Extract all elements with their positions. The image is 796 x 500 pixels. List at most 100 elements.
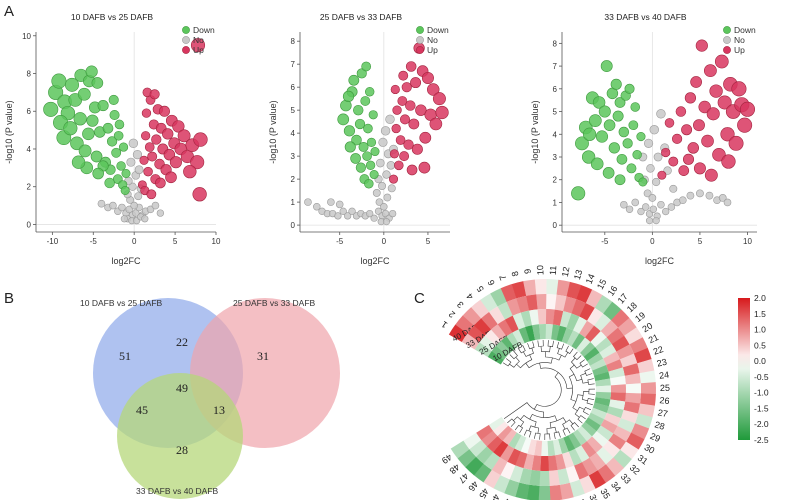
heatmap-column-label: 15	[595, 277, 609, 291]
point-no	[134, 192, 143, 201]
heatmap-cell	[455, 315, 475, 334]
heatmap-cell	[571, 333, 586, 350]
heatmap-cell	[604, 412, 621, 427]
point-no	[620, 200, 628, 209]
colorbar-tick-label: -2.5	[754, 435, 769, 445]
heatmap-cell	[549, 484, 563, 500]
dendrogram-branch	[547, 340, 554, 348]
point-up	[169, 156, 182, 169]
dendrogram-branch	[562, 419, 574, 430]
heatmap-cell	[589, 452, 606, 471]
point-down	[356, 68, 367, 79]
point-no	[378, 182, 387, 191]
heatmap-cell	[448, 324, 468, 342]
heatmap-cell	[599, 344, 617, 359]
point-up	[681, 124, 693, 136]
heatmap-cell	[488, 416, 505, 431]
heatmap-column-label: 12	[560, 266, 572, 278]
heatmap-cell	[515, 482, 530, 500]
x-tick-label: 5	[426, 237, 431, 246]
heatmap-cell	[638, 403, 655, 418]
heatmap-cell	[548, 455, 558, 471]
point-down	[111, 147, 122, 158]
point-down	[51, 73, 67, 89]
heatmap-cell	[606, 406, 624, 419]
heatmap-cell	[487, 350, 504, 365]
point-up	[149, 89, 160, 100]
venn-diagram: 10 DAFB vs 25 DAFB 25 DAFB vs 33 DAFB 33…	[80, 298, 340, 499]
venn-count-10-only: 51	[119, 349, 131, 363]
heatmap-cell	[457, 449, 477, 468]
heatmap-cell	[640, 382, 656, 395]
heatmap-cell	[552, 439, 563, 456]
x-tick-label: 0	[382, 237, 387, 246]
point-down	[350, 153, 361, 164]
y-tick-label: 7	[291, 60, 296, 69]
point-no	[662, 207, 670, 216]
y-tick-label: 8	[291, 37, 296, 46]
heatmap-cell	[545, 309, 555, 325]
point-up	[394, 160, 404, 171]
heatmap-cell	[610, 384, 627, 394]
colorbar-tick-label: 1.0	[754, 325, 766, 335]
point-up	[661, 147, 671, 158]
heatmap-cell	[593, 371, 610, 382]
x-tick-label: 0	[132, 237, 137, 246]
point-down	[65, 77, 79, 92]
x-tick-label: 10	[743, 237, 752, 246]
point-no	[132, 150, 143, 160]
point-down	[360, 96, 371, 106]
point-up	[721, 154, 736, 169]
heatmap-cell	[600, 320, 619, 338]
y-tick-label: 6	[27, 107, 32, 116]
point-up	[698, 100, 711, 114]
panel-label-b: B	[4, 290, 14, 307]
y-axis-label: -log10 (P value)	[268, 100, 278, 163]
colorbar-gradient	[738, 298, 750, 440]
heatmap-column-label: 2	[447, 309, 457, 320]
heatmap-cell	[595, 337, 612, 353]
y-tick-label: 2	[291, 175, 296, 184]
heatmap-cell	[546, 294, 557, 310]
y-tick-label: 1	[553, 198, 558, 207]
heatmap-cell	[497, 301, 513, 320]
heatmap-cell	[566, 330, 580, 347]
heatmap-cell	[508, 432, 522, 449]
heatmap-cell	[579, 475, 596, 494]
heatmap-cell	[523, 279, 537, 296]
heatmap-cell	[491, 324, 507, 341]
point-up	[395, 135, 406, 145]
heatmap-cell	[554, 294, 567, 312]
dendrogram-branch	[502, 358, 512, 367]
point-no	[380, 126, 391, 136]
heatmap-cell	[502, 429, 517, 445]
point-up	[731, 81, 747, 97]
heatmap-column-label: 37	[576, 498, 589, 500]
heatmap-cell	[561, 327, 574, 344]
heatmap-cell	[605, 457, 625, 477]
dendrogram-branch	[565, 345, 574, 355]
volcano-title: 33 DAFB vs 40 DAFB	[604, 12, 687, 22]
heatmap-cell	[624, 373, 641, 385]
heatmap-cell	[624, 327, 643, 345]
volcano-plot-25-vs-33: 25 DAFB vs 33 DAFB -5 0 5 0 1 2 3 4 5 6 7 8 log2FC -lo…	[268, 12, 450, 266]
heatmap-cell	[491, 345, 508, 360]
point-up	[682, 153, 695, 165]
dendrogram-branch	[582, 407, 592, 415]
point-no	[132, 209, 140, 217]
point-up	[399, 114, 411, 125]
point-no	[718, 194, 727, 202]
heatmap-cell	[575, 337, 591, 354]
heatmap-column-label: 35	[598, 487, 612, 500]
heatmap-column-label: 43	[501, 497, 514, 500]
point-up	[162, 128, 174, 140]
point-up	[432, 92, 446, 106]
heatmap-cell	[518, 326, 530, 344]
y-tick-label: 2	[27, 183, 32, 192]
heatmap-column-label: 9	[522, 268, 533, 274]
point-up	[397, 96, 408, 106]
heatmap-column-label: 44	[488, 493, 501, 500]
heatmap-column-label: 7	[497, 273, 508, 281]
point-no	[723, 198, 732, 207]
heatmap-cell	[592, 364, 609, 376]
